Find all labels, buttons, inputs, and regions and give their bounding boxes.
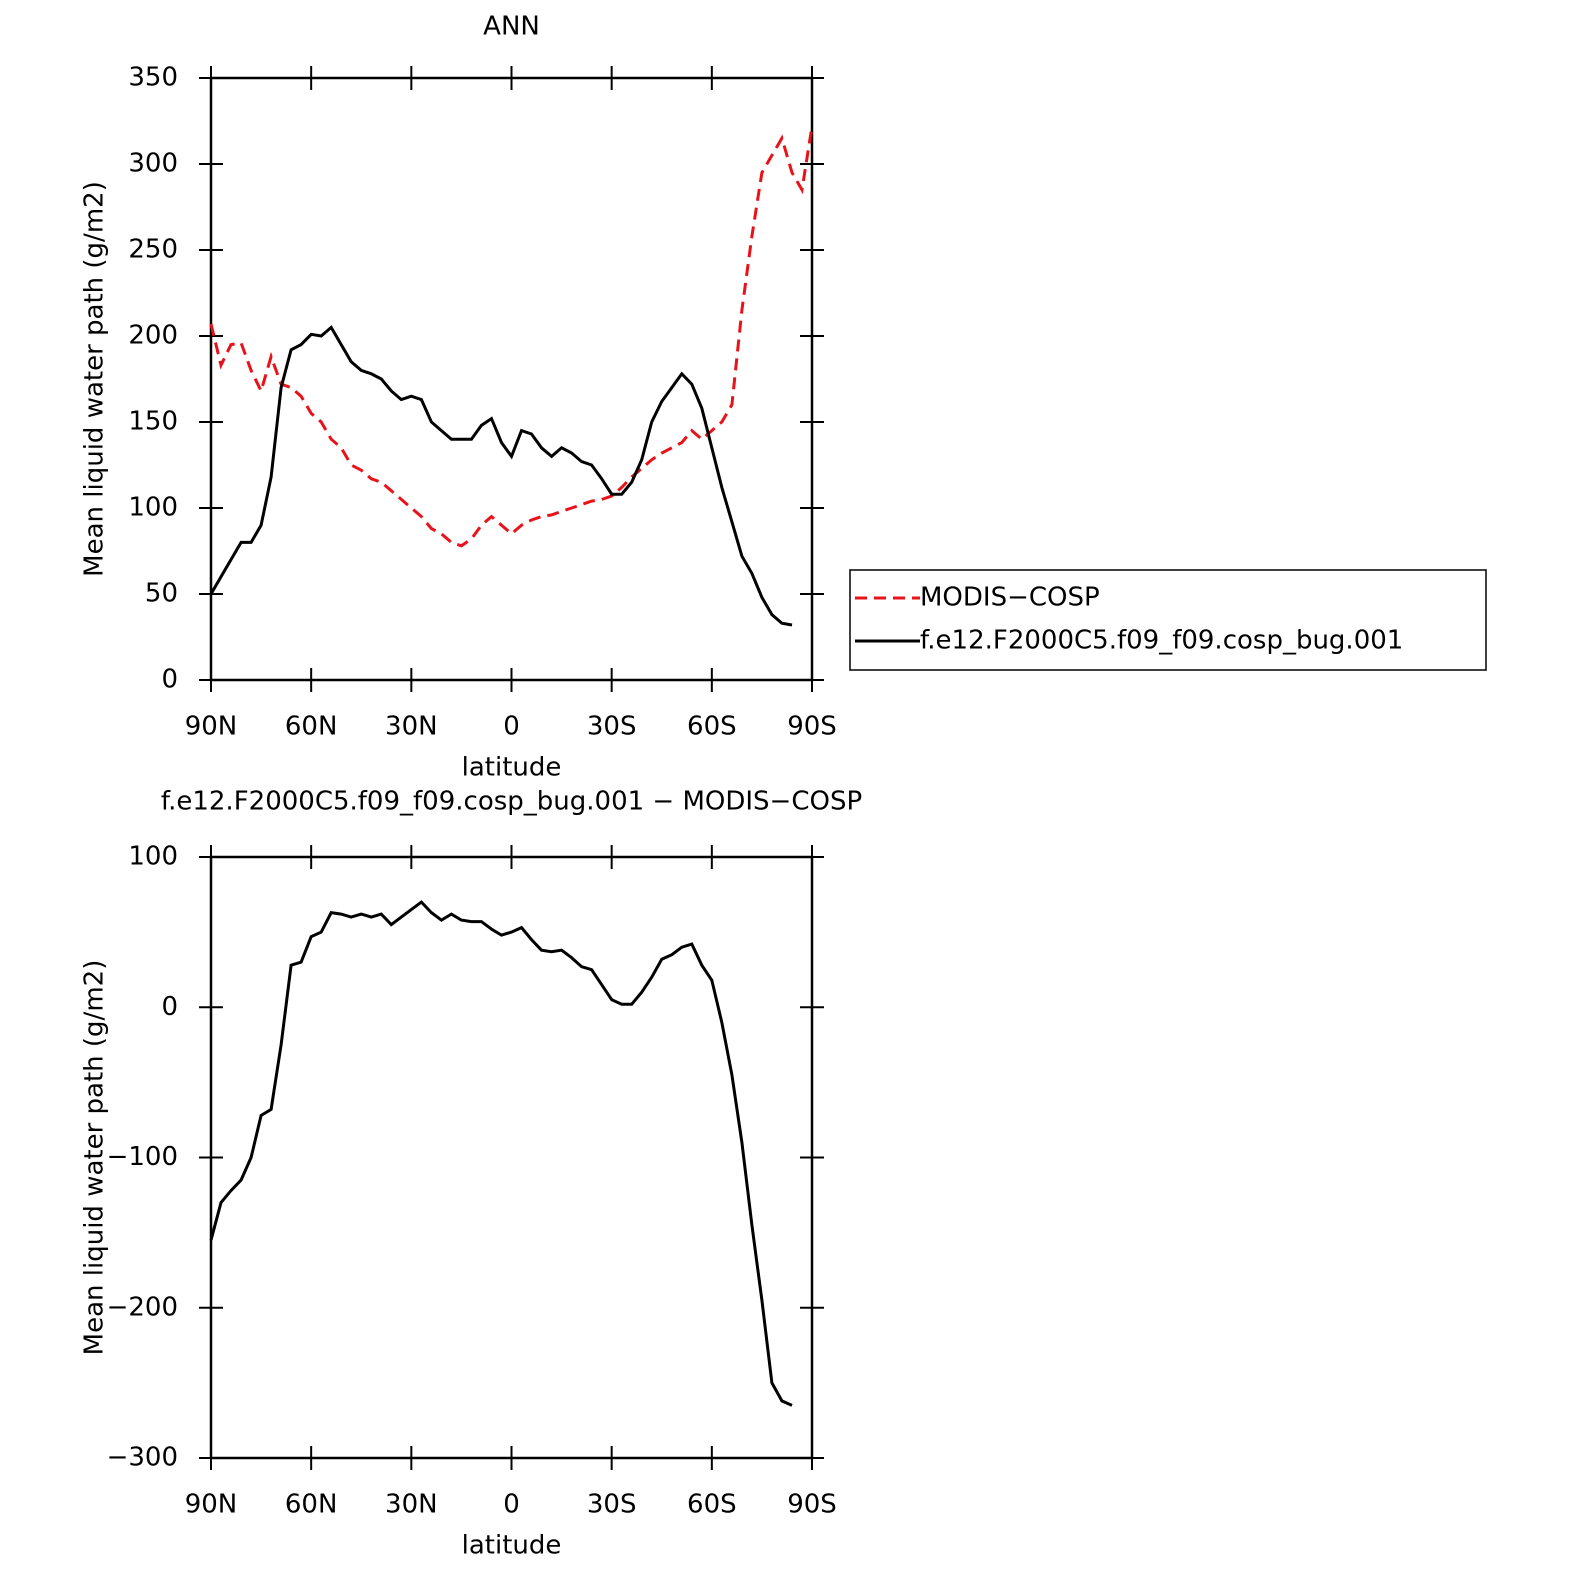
x-tick-label: 30N [385, 1490, 438, 1520]
plot-frame [209, 76, 814, 682]
x-tick-label: 60S [687, 1490, 737, 1520]
legend-label: MODIS−COSP [920, 583, 1100, 613]
y-tick-label: 200 [128, 321, 178, 351]
y-tick-label: 350 [128, 63, 178, 93]
x-tick-label: 90S [787, 1490, 837, 1520]
x-tick-label: 0 [503, 712, 520, 742]
y-tick-label: 300 [128, 149, 178, 179]
data-line [209, 900, 793, 1407]
data-line [209, 325, 793, 627]
y-tick-label: −300 [107, 1443, 178, 1473]
y-tick-label: −200 [107, 1292, 178, 1322]
x-tick-label: 60N [285, 712, 338, 742]
y-tick-label: 150 [128, 407, 178, 437]
x-tick-label: 90N [185, 712, 238, 742]
x-tick-label: 30S [587, 1490, 637, 1520]
x-tick-label: 60S [687, 712, 737, 742]
x-axis-label: latitude [462, 753, 562, 783]
legend-box [849, 569, 1487, 671]
y-tick-label: 100 [128, 842, 178, 872]
legend: MODIS−COSP f.e12.F2000C5.f09_f09.cosp_bug… [849, 569, 1487, 671]
x-tick-label: 90S [787, 712, 837, 742]
x-tick-label: 30N [385, 712, 438, 742]
plot-frame [209, 855, 814, 1460]
chart-title: f.e12.F2000C5.f09_f09.cosp_bug.001 − MOD… [161, 787, 862, 817]
legend-label: f.e12.F2000C5.f09_f09.cosp_bug.001 [920, 626, 1403, 656]
x-tick-label: 30S [587, 712, 637, 742]
y-tick-label: −100 [107, 1142, 178, 1172]
y-axis-label: Mean liquid water path (g/m2) [80, 181, 110, 577]
x-tick-label: 0 [503, 1490, 520, 1520]
y-tick-label: 50 [145, 579, 178, 609]
y-tick-label: 100 [128, 493, 178, 523]
x-axis-label: latitude [462, 1531, 562, 1561]
y-axis-label: Mean liquid water path (g/m2) [80, 960, 110, 1356]
data-line [209, 125, 814, 548]
x-tick-label: 90N [185, 1490, 238, 1520]
y-tick-label: 0 [161, 665, 178, 695]
y-tick-label: 0 [161, 992, 178, 1022]
x-tick-label: 60N [285, 1490, 338, 1520]
chart-title: ANN [483, 12, 540, 42]
y-tick-label: 250 [128, 235, 178, 265]
